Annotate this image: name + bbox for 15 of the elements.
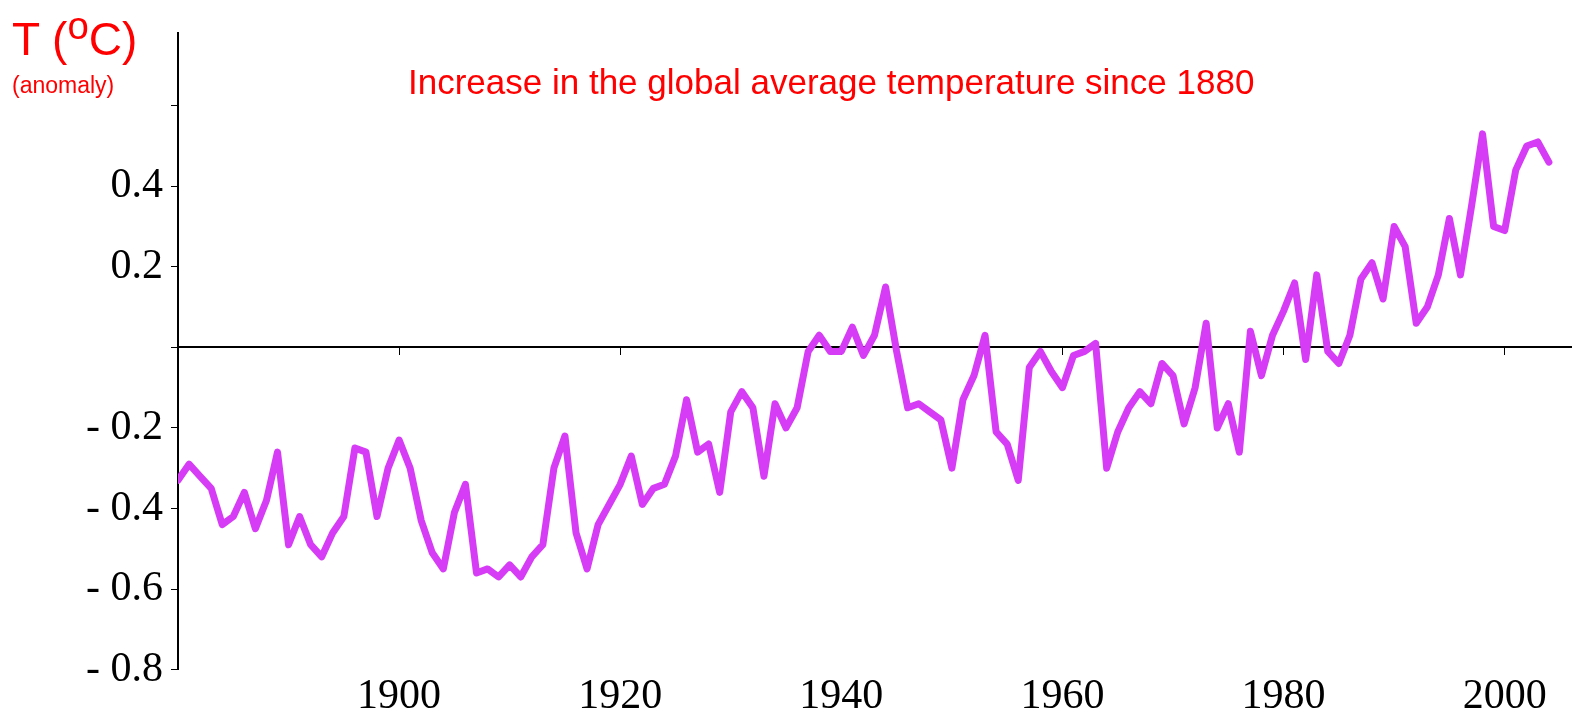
y-tick-label: 0.2 [110, 240, 163, 287]
y-tick-label: - 0.4 [86, 482, 163, 529]
text: Increase in the global average temperature since 1880 [408, 62, 1255, 102]
text: (anomaly) [12, 72, 115, 99]
x-tick-label: 2000 [1462, 670, 1547, 717]
y-tick-label: - 0.8 [86, 643, 163, 690]
y-tick-label: - 0.6 [86, 563, 163, 610]
y-tick-label: - 0.2 [86, 401, 163, 448]
x-tick-label: 1960 [1020, 670, 1105, 717]
y-tick-label: 0.4 [110, 160, 163, 207]
x-tick-label: 1980 [1241, 670, 1326, 717]
x-tick-label: 1900 [357, 670, 442, 717]
x-tick-label: 1920 [578, 670, 663, 717]
y-axis-title: T ($^{o}$C) [12, 4, 138, 67]
x-tick-label: 1940 [799, 670, 884, 717]
